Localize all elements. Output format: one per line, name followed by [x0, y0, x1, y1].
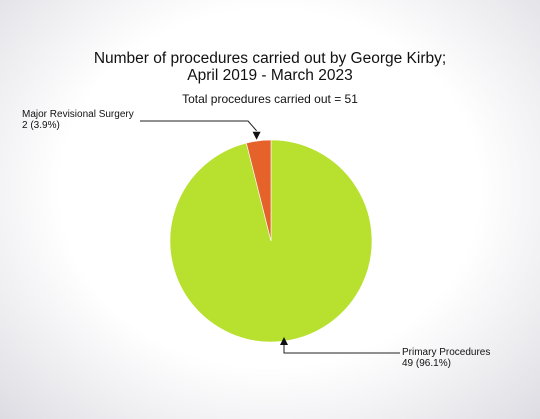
- slice-label-major-revisional-value: 2 (3.9%): [22, 120, 60, 131]
- major-revisional-leader-line: [140, 120, 257, 132]
- chart-title-line2: April 2019 - March 2023: [187, 67, 353, 84]
- slice-label-major-revisional: Major Revisional Surgery 2 (3.9%): [22, 109, 134, 131]
- slice-label-primary: Primary Procedures 49 (96.1%): [402, 347, 490, 369]
- chart-subtitle: Total procedures carried out = 51: [182, 92, 358, 106]
- primary-procedures-arrowhead: [280, 337, 288, 345]
- primary-procedures-leader-line: [283, 345, 400, 354]
- major-revisional-arrowhead: [252, 131, 261, 140]
- slice-label-major-revisional-name: Major Revisional Surgery: [22, 109, 134, 120]
- slice-label-primary-name: Primary Procedures: [402, 347, 491, 358]
- chart-title-line1: Number of procedures carried out by Geor…: [93, 50, 447, 67]
- pie-slice-major-revisional-surgery: [246, 139, 272, 242]
- slice-label-primary-value: 49 (96.1%): [402, 358, 451, 369]
- chart-title: Number of procedures carried out by Geor…: [0, 50, 540, 84]
